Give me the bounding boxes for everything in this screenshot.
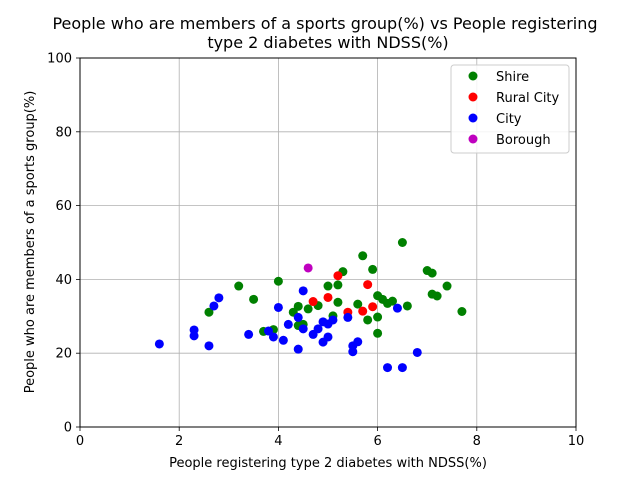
point-shire bbox=[387, 296, 397, 306]
point-shire bbox=[323, 281, 333, 291]
plot-frame bbox=[79, 57, 577, 428]
point-shire bbox=[368, 264, 378, 274]
point-shire bbox=[333, 280, 343, 290]
point-city bbox=[293, 344, 303, 354]
point-city bbox=[353, 337, 363, 347]
point-shire bbox=[273, 276, 283, 286]
point-rural-city bbox=[358, 306, 368, 316]
legend-label: City bbox=[496, 112, 522, 127]
x-tick-label: 10 bbox=[568, 434, 585, 449]
chart-title-line-2: type 2 diabetes with NDSS(%) bbox=[207, 33, 448, 52]
point-city bbox=[209, 301, 219, 311]
point-rural-city bbox=[308, 297, 318, 307]
point-shire bbox=[373, 328, 383, 338]
point-rural-city bbox=[333, 271, 343, 281]
point-shire bbox=[333, 297, 343, 307]
legend: Shire Rural City City Borough bbox=[450, 64, 570, 154]
point-shire bbox=[402, 301, 412, 311]
data-points bbox=[154, 238, 467, 373]
point-rural-city bbox=[363, 280, 373, 290]
point-city bbox=[392, 303, 402, 313]
legend-marker bbox=[468, 134, 478, 144]
x-tick-label: 6 bbox=[373, 434, 381, 449]
y-tick-label: 100 bbox=[47, 52, 72, 67]
point-shire bbox=[427, 268, 437, 278]
point-shire bbox=[358, 251, 368, 261]
legend-label: Shire bbox=[496, 70, 529, 85]
legend-label: Borough bbox=[496, 133, 551, 148]
legend-item-rural-city: Rural City bbox=[468, 91, 560, 106]
point-city bbox=[263, 326, 273, 336]
point-shire bbox=[204, 307, 214, 317]
point-city bbox=[214, 293, 224, 303]
point-city bbox=[397, 363, 407, 373]
point-city bbox=[348, 347, 358, 357]
series-city bbox=[154, 286, 422, 373]
point-city bbox=[204, 341, 214, 351]
point-city bbox=[273, 302, 283, 312]
point-city bbox=[328, 315, 338, 325]
point-shire bbox=[373, 312, 383, 322]
point-shire bbox=[397, 238, 407, 247]
legend-marker bbox=[468, 92, 478, 102]
legend-box bbox=[450, 64, 570, 154]
point-shire bbox=[353, 299, 363, 309]
y-tick-label: 0 bbox=[64, 421, 72, 436]
point-city bbox=[189, 331, 199, 341]
point-city bbox=[298, 324, 308, 334]
point-city bbox=[343, 312, 353, 322]
point-rural-city bbox=[368, 302, 378, 312]
point-city bbox=[383, 363, 393, 373]
point-shire bbox=[457, 307, 467, 317]
legend-label: Rural City bbox=[496, 91, 560, 106]
point-shire bbox=[249, 294, 259, 304]
point-city bbox=[412, 347, 422, 357]
point-city bbox=[298, 286, 308, 296]
x-axis-label: People registering type 2 diabetes with … bbox=[169, 456, 487, 471]
y-tick-label: 40 bbox=[55, 273, 72, 288]
chart-title-line-1: People who are members of a sports group… bbox=[52, 14, 597, 33]
legend-item-city: City bbox=[468, 112, 522, 127]
point-city bbox=[283, 319, 293, 329]
point-shire bbox=[442, 281, 452, 291]
legend-marker bbox=[468, 71, 478, 81]
legend-item-shire: Shire bbox=[468, 70, 529, 85]
y-axis-label: People who are members of a sports group… bbox=[23, 91, 38, 394]
point-city bbox=[293, 312, 303, 322]
x-tick-label: 0 bbox=[76, 434, 84, 449]
point-city bbox=[268, 332, 278, 342]
point-city bbox=[154, 339, 164, 349]
point-city bbox=[313, 324, 323, 334]
point-city bbox=[278, 335, 288, 345]
y-tick-label: 80 bbox=[55, 125, 72, 140]
series-borough bbox=[303, 263, 313, 273]
y-tick-label: 20 bbox=[55, 347, 72, 362]
y-tick-label: 60 bbox=[55, 199, 72, 214]
point-shire bbox=[303, 304, 313, 314]
legend-marker bbox=[468, 113, 478, 123]
point-shire bbox=[363, 315, 373, 325]
x-tick-label: 4 bbox=[274, 434, 282, 449]
legend-item-borough: Borough bbox=[468, 133, 551, 148]
point-shire bbox=[293, 301, 303, 311]
point-rural-city bbox=[323, 292, 333, 302]
point-borough bbox=[303, 263, 313, 273]
point-city bbox=[323, 332, 333, 342]
point-shire bbox=[234, 281, 244, 291]
point-shire bbox=[432, 291, 442, 301]
x-tick-label: 8 bbox=[473, 434, 481, 449]
point-city bbox=[244, 329, 254, 339]
x-tick-label: 2 bbox=[175, 434, 183, 449]
